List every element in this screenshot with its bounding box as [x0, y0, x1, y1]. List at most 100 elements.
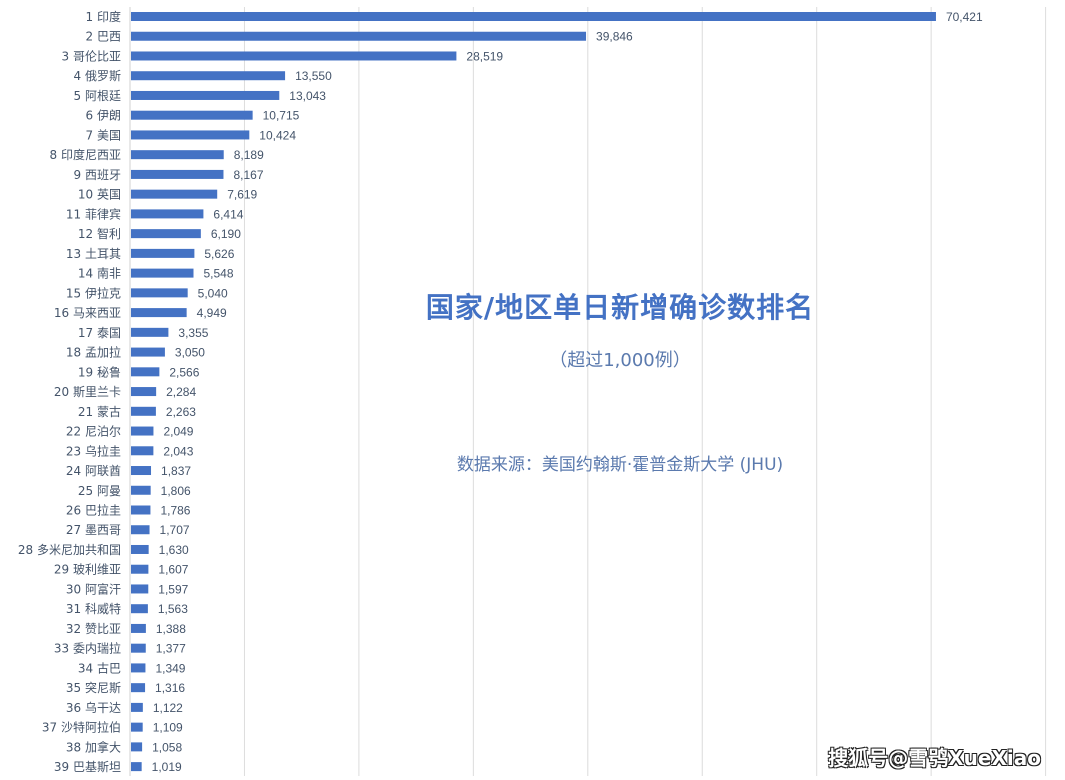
bar — [131, 150, 224, 160]
category-label: 32 赞比亚 — [66, 622, 121, 636]
category-label: 22 尼泊尔 — [66, 424, 121, 439]
data-label: 2,566 — [169, 365, 199, 379]
category-label: 27 墨西哥 — [66, 523, 121, 537]
category-label: 23 乌拉圭 — [66, 443, 121, 458]
bar — [131, 426, 154, 436]
bar — [131, 762, 142, 772]
category-label: 14 南非 — [78, 266, 121, 281]
data-label: 7,619 — [227, 188, 257, 202]
bar — [131, 466, 152, 476]
data-label: 1,786 — [160, 504, 190, 518]
category-label: 9 西班牙 — [74, 168, 121, 182]
data-label: 1,607 — [158, 563, 188, 577]
data-label: 2,043 — [163, 444, 193, 458]
category-label: 31 科威特 — [66, 601, 121, 616]
data-label: 5,040 — [198, 286, 228, 300]
bar — [131, 387, 157, 397]
data-label: 13,043 — [289, 89, 326, 103]
bar — [131, 12, 936, 21]
watermark: 搜狐号@雪鸮XueXiao — [828, 746, 1041, 770]
bar — [131, 31, 587, 41]
category-label: 3 哥伦比亚 — [62, 48, 121, 63]
bar — [131, 71, 286, 81]
data-label: 1,630 — [159, 543, 189, 557]
category-label: 15 伊拉克 — [66, 285, 121, 300]
bar — [131, 722, 143, 732]
category-label: 7 美国 — [86, 128, 121, 142]
category-label: 4 俄罗斯 — [74, 69, 121, 83]
category-label: 13 土耳其 — [66, 247, 121, 261]
bar — [131, 347, 165, 357]
category-label: 11 菲律宾 — [66, 206, 121, 221]
data-label: 4,949 — [197, 306, 227, 320]
bar — [131, 229, 201, 239]
data-label: 39,846 — [596, 30, 633, 44]
data-label: 1,806 — [161, 484, 191, 498]
data-label: 1,563 — [158, 602, 188, 616]
bar — [131, 130, 250, 140]
chart-subtitle: （超过1,000例） — [549, 350, 691, 371]
category-label: 21 蒙古 — [78, 404, 121, 419]
data-source: 数据来源：美国约翰斯·霍普金斯大学 (JHU) — [456, 455, 784, 475]
data-label: 1,597 — [158, 582, 188, 596]
bar — [131, 623, 146, 633]
bar — [131, 683, 146, 693]
category-label: 30 阿富汗 — [66, 581, 121, 596]
bar — [131, 604, 148, 614]
category-label: 26 巴拉圭 — [66, 503, 121, 518]
category-label: 10 英国 — [78, 188, 121, 202]
category-label: 19 秘鲁 — [78, 365, 121, 379]
data-label: 3,050 — [175, 346, 205, 360]
category-label: 17 泰国 — [78, 326, 121, 340]
category-label: 1 印度 — [86, 9, 121, 24]
category-label: 20 斯里兰卡 — [54, 385, 121, 399]
category-label: 28 多米尼加共和国 — [18, 543, 121, 557]
category-label: 12 智利 — [78, 226, 121, 241]
data-label: 8,189 — [234, 148, 264, 162]
bar — [131, 643, 146, 653]
data-label: 70,421 — [946, 10, 983, 24]
data-label: 1,707 — [160, 523, 190, 537]
data-label: 2,284 — [166, 385, 196, 399]
bar — [131, 525, 150, 535]
category-label: 33 委内瑞拉 — [54, 641, 121, 656]
category-label: 38 加拿大 — [66, 739, 121, 754]
bar — [131, 248, 195, 258]
bar — [131, 663, 146, 673]
category-label: 29 玻利维亚 — [54, 563, 121, 577]
category-label: 8 印度尼西亚 — [50, 147, 121, 162]
data-label: 1,058 — [152, 740, 182, 754]
bar — [131, 485, 151, 495]
category-label: 18 孟加拉 — [66, 345, 121, 360]
bar — [131, 584, 149, 594]
bar — [131, 90, 280, 100]
data-label: 1,837 — [161, 464, 191, 478]
data-label: 28,519 — [466, 49, 503, 63]
data-label: 5,626 — [204, 247, 234, 261]
bar — [131, 327, 169, 337]
data-label: 1,122 — [153, 701, 183, 715]
category-label: 25 阿曼 — [78, 484, 121, 498]
data-label: 6,190 — [211, 227, 241, 241]
bar — [131, 169, 224, 179]
data-label: 1,316 — [155, 681, 185, 695]
bar — [131, 189, 218, 199]
category-label: 6 伊朗 — [86, 109, 121, 123]
data-label: 1,019 — [152, 760, 182, 774]
bar — [131, 288, 188, 298]
data-label: 10,424 — [259, 128, 296, 142]
category-label: 34 古巴 — [78, 660, 121, 675]
data-label: 1,109 — [153, 721, 183, 735]
bar — [131, 268, 194, 278]
bar — [131, 564, 149, 574]
bar — [131, 406, 156, 416]
bar — [131, 505, 151, 515]
category-label: 24 阿联酋 — [66, 463, 121, 478]
category-label: 39 巴基斯坦 — [54, 760, 121, 774]
bar — [131, 446, 154, 456]
bar — [131, 702, 143, 712]
data-label: 1,377 — [156, 642, 186, 656]
bar — [131, 110, 253, 120]
data-label: 6,414 — [213, 207, 243, 221]
